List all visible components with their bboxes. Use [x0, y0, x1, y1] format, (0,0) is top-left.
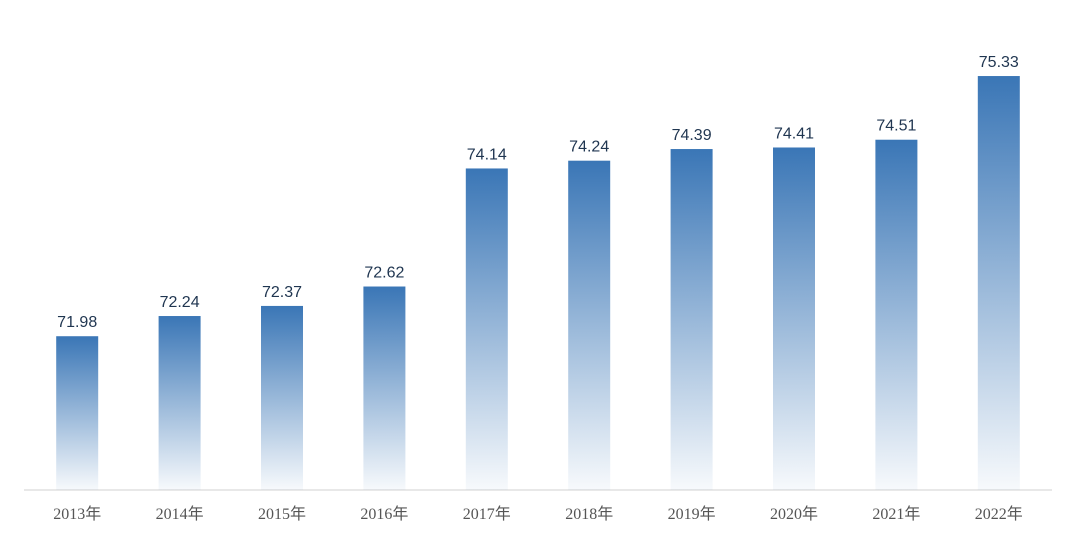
value-label: 72.62 [364, 265, 404, 282]
x-tick-label: 2018年 [565, 505, 613, 523]
bar [158, 316, 201, 490]
value-label: 74.24 [569, 139, 609, 156]
x-tick-label: 2016年 [360, 505, 408, 523]
bar [261, 305, 303, 490]
bar [670, 149, 713, 490]
x-tick-label: 2022年 [975, 505, 1023, 523]
bar [56, 336, 99, 490]
bar [977, 76, 1020, 490]
value-label: 72.37 [262, 284, 302, 301]
bar [363, 286, 406, 490]
x-tick-label: 2020年 [770, 505, 818, 523]
x-tick-label: 2019年 [668, 505, 716, 523]
x-tick-label: 2015年 [258, 505, 306, 523]
value-label: 74.14 [467, 146, 507, 163]
x-tick-label: 2021年 [872, 505, 920, 523]
x-tick-label: 2014年 [156, 505, 204, 523]
bar [875, 139, 918, 490]
value-label: 72.24 [160, 294, 200, 311]
value-label: 71.98 [57, 314, 97, 331]
value-label: 75.33 [979, 54, 1019, 71]
bar [465, 168, 508, 490]
value-label: 74.41 [774, 125, 814, 142]
bar [773, 147, 815, 491]
value-label: 74.51 [876, 118, 916, 135]
bar [568, 160, 611, 490]
value-label: 74.39 [672, 127, 712, 144]
x-tick-label: 2017年 [463, 505, 511, 523]
x-tick-label: 2013年 [53, 505, 101, 523]
